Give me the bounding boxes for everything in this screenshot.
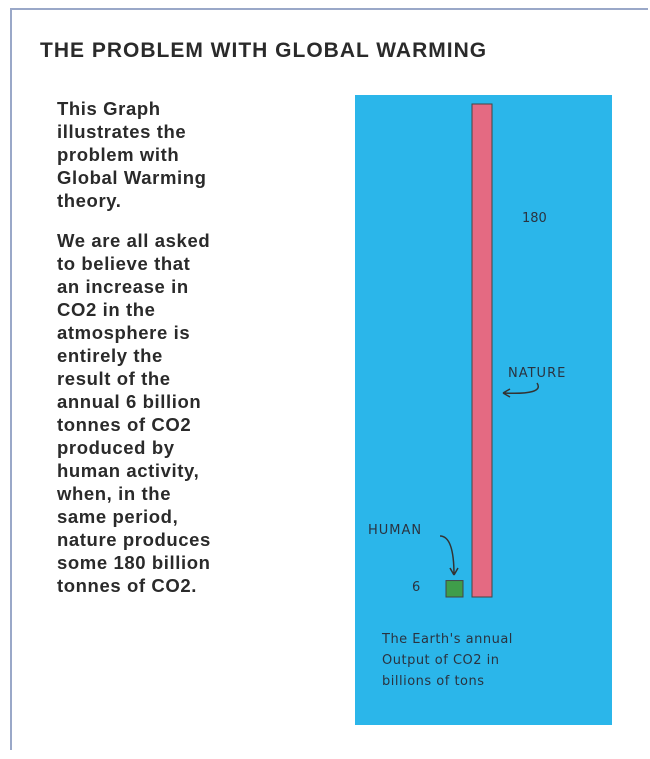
caption-line: billions of tons [382,674,485,689]
body-line: atmosphere is [57,322,190,343]
title: THE PROBLEM WITH GLOBAL WARMING [40,39,487,62]
body-line: some 180 billion [57,552,211,573]
body-line: nature produces [57,529,211,550]
body-line: Global Warming [57,167,207,188]
body-line: human activity, [57,460,199,481]
bar [471,103,493,598]
value-label: 180 [522,211,547,226]
body-line: an increase in [57,276,189,297]
body-line: tonnes of CO2 [57,414,191,435]
body-line: CO2 in the [57,299,156,320]
category-label: HUMAN [368,523,422,538]
body-line: theory. [57,190,122,211]
body-line: This Graph [57,98,161,119]
body-line: illustrates the [57,121,186,142]
body-line: We are all asked [57,230,210,251]
category-label: NATURE [508,366,566,381]
value-label: 6 [412,580,420,595]
caption-line: The Earth's annual [381,632,513,647]
body-line: entirely the [57,345,163,366]
nature-arrow [502,382,539,398]
body-line: result of the [57,368,171,389]
body-line: produced by [57,437,175,458]
body-line: annual 6 billion [57,391,201,412]
human-arrow [439,535,459,576]
body-line: to believe that [57,253,190,274]
body-line: same period, [57,506,178,527]
caption-line: Output of CO2 in [382,653,500,668]
body-line: problem with [57,144,179,165]
body-line: tonnes of CO2. [57,575,197,596]
bar [445,580,464,598]
body-line: when, in the [56,483,171,504]
